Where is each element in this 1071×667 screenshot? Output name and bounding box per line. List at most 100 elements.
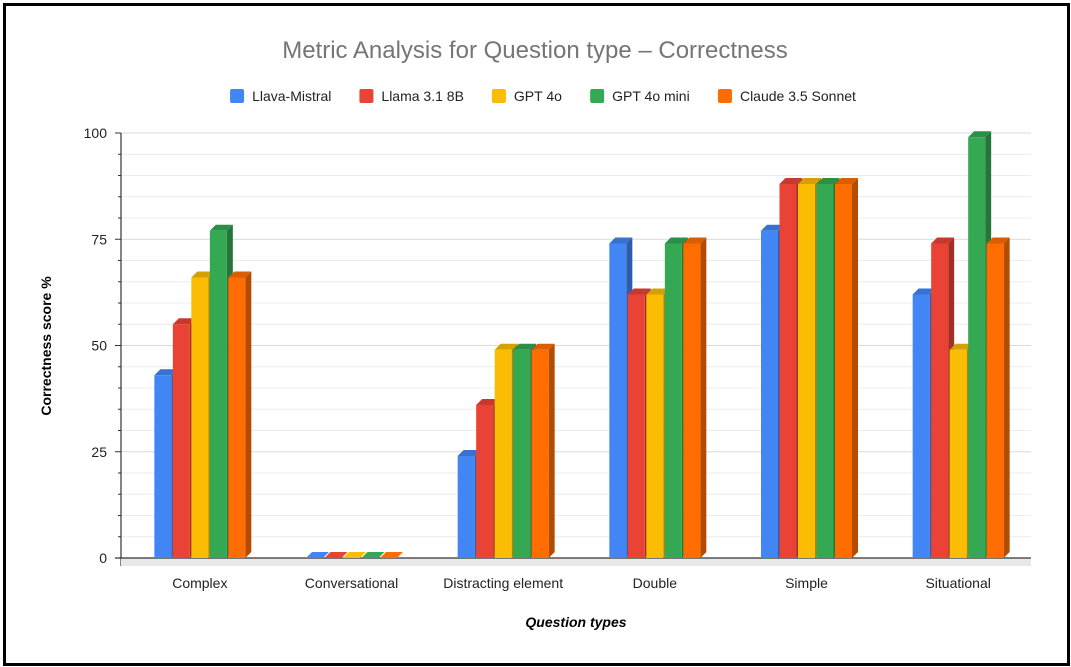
y-tick-label: 50	[91, 338, 107, 354]
bar-top	[191, 271, 215, 278]
legend-item: GPT 4o	[491, 88, 562, 104]
bar-front	[949, 349, 967, 558]
bar-front	[816, 184, 834, 558]
bar-top	[513, 343, 537, 350]
floor-plane	[121, 558, 1031, 566]
bar-front	[779, 184, 797, 558]
bar-top	[779, 178, 803, 184]
x-tick-label: Double	[633, 575, 678, 591]
bar-front	[761, 230, 778, 558]
legend-label: Claude 3.5 Sonnet	[740, 88, 856, 104]
bar-zero	[343, 552, 366, 558]
bar	[986, 237, 1010, 558]
bar-top	[228, 271, 252, 278]
y-axis-label: Correctness score %	[38, 276, 54, 416]
legend-swatch	[590, 89, 605, 103]
bar	[343, 552, 366, 558]
bar	[835, 178, 858, 558]
bar-front	[968, 137, 986, 558]
bar-front	[664, 243, 682, 558]
legend-item: Claude 3.5 Sonnet	[717, 88, 856, 104]
bar-top	[172, 318, 196, 325]
bar-zero	[361, 552, 385, 558]
bar-top	[968, 131, 992, 138]
legend-item: Llava-Mistral	[230, 88, 331, 104]
bar-top	[931, 237, 955, 244]
bar-front	[191, 277, 209, 558]
bar-top	[154, 369, 178, 376]
x-axis-label: Question types	[525, 614, 626, 630]
bar	[531, 343, 555, 558]
bar-top	[683, 237, 707, 244]
bar	[683, 237, 707, 558]
bar-top	[531, 343, 555, 350]
bar	[228, 271, 252, 558]
legend-swatch	[717, 89, 732, 103]
bar-top	[476, 399, 500, 405]
legend-item: Llama 3.1 8B	[359, 88, 464, 104]
chart-title: Metric Analysis for Question type – Corr…	[282, 37, 788, 64]
chart-floor	[115, 557, 1031, 566]
legend: Llava-Mistral Llama 3.1 8B GPT 4o GPT 4o mi…	[230, 88, 856, 104]
bar-top	[798, 178, 821, 184]
bar-front	[172, 324, 190, 558]
bar-top	[494, 343, 518, 350]
bar-front	[798, 184, 815, 558]
bar-front	[986, 243, 1004, 558]
y-tick-label: 25	[91, 444, 107, 460]
bar-top	[457, 450, 481, 456]
bar-zero	[380, 552, 403, 558]
bar-side	[548, 343, 555, 558]
bar-top	[835, 178, 858, 184]
bars	[154, 131, 1010, 558]
bar-top	[609, 237, 633, 244]
x-tick-label: Situational	[925, 575, 990, 591]
bar-top	[664, 237, 688, 244]
y-axis-ticks: 0 25 50 75 100	[84, 125, 108, 566]
x-tick-label: Complex	[172, 575, 227, 591]
bar-side	[245, 271, 252, 558]
x-axis-ticks: Complex Conversational Distracting element…	[172, 575, 991, 591]
bar-front	[513, 349, 531, 558]
bar-front	[531, 349, 549, 558]
legend-label: GPT 4o	[514, 88, 562, 104]
y-tick-label: 0	[99, 550, 107, 566]
bar	[380, 552, 403, 558]
bar-front	[627, 294, 645, 558]
bar-top	[627, 288, 651, 295]
bar-top	[912, 288, 936, 295]
x-tick-label: Distracting element	[443, 575, 563, 591]
bar-front	[609, 243, 627, 558]
x-tick-label: Conversational	[305, 575, 398, 591]
bar-front	[494, 349, 512, 558]
x-tick-label: Simple	[785, 575, 828, 591]
bar	[361, 552, 385, 558]
bar-front	[931, 243, 949, 558]
bar	[306, 552, 329, 558]
bar-zero	[324, 552, 348, 558]
bar-top	[816, 178, 840, 184]
bar-top	[761, 224, 784, 231]
y-tick-label: 75	[91, 231, 107, 247]
legend-label: Llava-Mistral	[252, 88, 331, 104]
bar-top	[986, 237, 1010, 244]
bar-front	[154, 375, 172, 558]
legend-label: Llama 3.1 8B	[381, 88, 464, 104]
legend-item: GPT 4o mini	[590, 88, 690, 104]
bar-top	[646, 288, 670, 295]
legend-swatch	[359, 89, 374, 103]
bar-front	[646, 294, 664, 558]
bar-side	[1003, 237, 1010, 558]
bar-front	[476, 405, 494, 558]
legend-label: GPT 4o mini	[612, 88, 690, 104]
bar-front	[912, 294, 930, 558]
y-tick-label: 100	[84, 125, 108, 141]
bar	[324, 552, 348, 558]
bar-side	[852, 178, 858, 558]
bar-front	[209, 230, 227, 558]
bar-zero	[306, 552, 329, 558]
bar-top	[949, 343, 973, 350]
bar-front	[228, 277, 246, 558]
gridlines	[115, 132, 1031, 566]
